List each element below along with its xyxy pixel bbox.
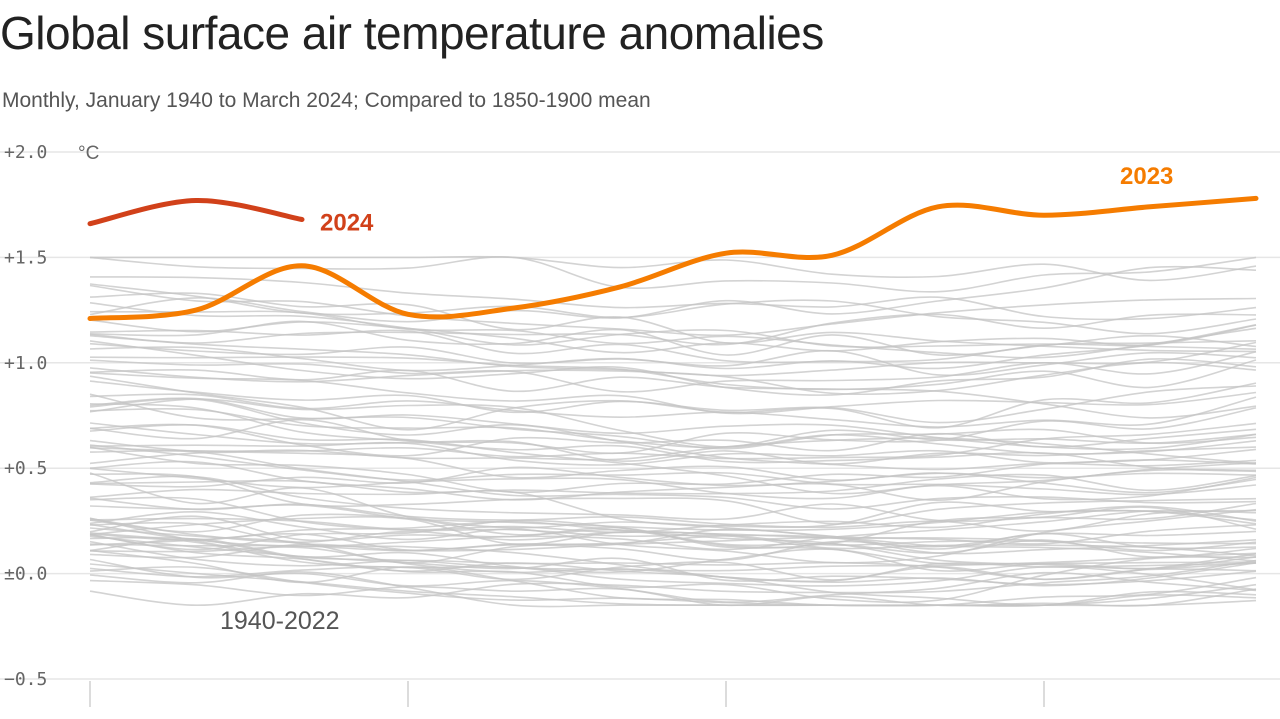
history-line [89,265,1257,323]
series-line-2023 [87,195,1259,321]
history-line [89,393,1257,428]
history-line [89,319,1257,354]
history-line [89,558,1257,603]
history-line [89,473,1257,495]
history-line [89,393,1257,450]
x-tick-label: July [709,717,743,719]
y-tick-label: +1.0 [4,353,47,374]
history-line [90,255,1257,282]
y-tick-label: +2.0 [4,142,47,163]
history-line [89,475,1257,530]
highlighted-series [87,195,1259,321]
history-range-label: 1940-2022 [220,607,340,635]
history-lines-1940-2022 [89,255,1257,608]
history-line [89,496,1257,557]
history-line [89,451,1257,494]
history-line [89,292,1257,353]
history-line [89,324,1257,372]
history-line [89,473,1257,525]
history-line [89,467,1257,501]
history-line [89,559,1257,607]
x-axis: Jan. April July Oct. [72,681,1061,719]
y-tick-label: +1.5 [4,247,47,268]
history-line [89,515,1257,570]
history-line [89,302,1257,350]
y-axis-ticks: +2.0 +1.5 +1.0 +0.5 ±0.0 −0.5 [4,142,47,690]
gridlines [0,151,1280,680]
history-line [89,508,1257,564]
history-line [89,284,1257,337]
y-tick-label: ±0.0 [4,564,47,585]
history-line [89,403,1257,473]
history-line [89,449,1257,510]
history-line [89,536,1257,607]
history-line [89,340,1257,396]
history-line [89,527,1257,564]
history-line [89,283,1257,335]
history-line [89,375,1257,431]
x-tick-label: April [389,717,427,719]
history-line [89,466,1257,488]
history-line [89,517,1257,572]
y-tick-label: −0.5 [4,669,47,690]
history-line [89,380,1257,424]
y-tick-label: +0.5 [4,458,47,479]
history-line [89,563,1257,607]
history-line [89,472,1257,529]
history-line [89,397,1257,451]
series-label-2023: 2023 [1120,163,1173,190]
history-line [89,424,1257,495]
x-tick-label: Oct. [1027,717,1062,719]
history-line [89,546,1257,583]
y-axis-unit: °C [78,143,99,164]
history-line [89,407,1257,449]
chart-title: Global surface air temperature anomalies [0,7,824,59]
history-line [89,334,1257,377]
chart-subtitle: Monthly, January 1940 to March 2024; Com… [2,89,651,112]
history-line [89,561,1257,581]
history-line [89,444,1257,496]
x-tick-label: Jan. [72,717,108,719]
history-line [89,276,1257,321]
series-line-2024 [87,197,305,227]
series-label-2024: 2024 [320,209,374,236]
history-line [89,372,1257,415]
history-line [89,368,1257,419]
